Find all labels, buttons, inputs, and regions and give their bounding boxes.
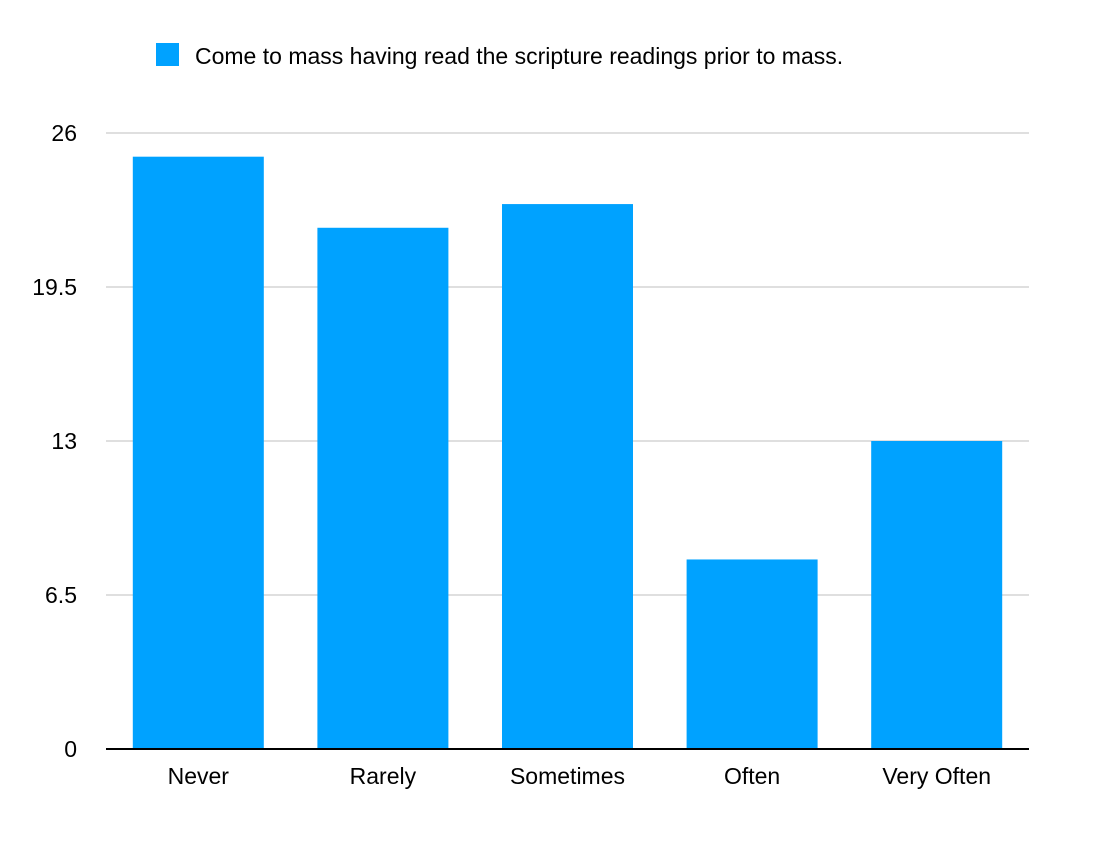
- y-tick-label: 26: [51, 120, 77, 146]
- x-tick-label: Very Often: [882, 763, 991, 789]
- x-tick-label: Often: [724, 763, 780, 789]
- bars: [132, 156, 1003, 750]
- legend-label: Come to mass having read the scripture r…: [195, 43, 843, 69]
- legend: Come to mass having read the scripture r…: [156, 43, 843, 69]
- legend-swatch: [156, 43, 179, 66]
- bar-often: [686, 559, 818, 749]
- y-tick-label: 0: [64, 736, 77, 762]
- y-axis-tick-labels: 0 6.5 13 19.5 26: [32, 120, 77, 762]
- x-tick-label: Rarely: [350, 763, 417, 789]
- y-tick-label: 13: [51, 428, 77, 454]
- y-tick-label: 6.5: [45, 582, 77, 608]
- bar-sometimes: [502, 204, 633, 750]
- y-tick-label: 19.5: [32, 274, 77, 300]
- x-tick-label: Never: [168, 763, 230, 789]
- bar-rarely: [317, 227, 449, 749]
- bar-never: [132, 156, 264, 749]
- x-tick-label: Sometimes: [510, 763, 625, 789]
- bar-very-often: [871, 441, 1003, 749]
- x-axis-tick-labels: Never Rarely Sometimes Often Very Often: [168, 763, 991, 789]
